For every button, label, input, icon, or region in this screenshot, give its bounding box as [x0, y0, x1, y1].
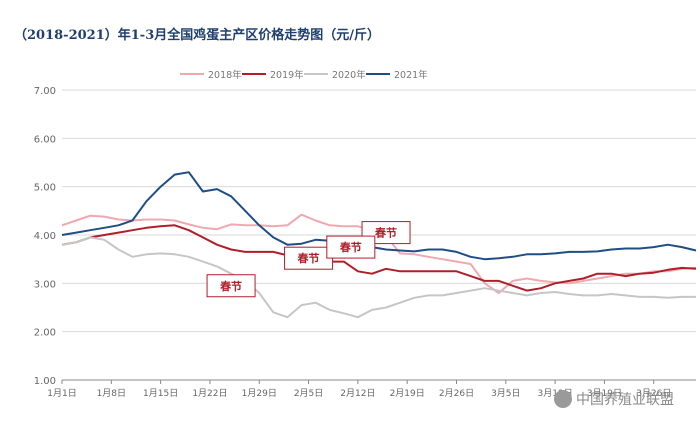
x-tick-label: 1月8日: [97, 388, 126, 399]
x-tick-label: 2月12日: [340, 388, 375, 399]
legend: 2018年 2019年 2020年 2021年: [180, 69, 428, 81]
legend-label: 2018年: [208, 69, 242, 81]
legend-label: 2020年: [332, 69, 366, 81]
annotation-box: [326, 235, 376, 259]
legend-label: 2019年: [270, 69, 304, 81]
x-tick-label: 2月19日: [390, 388, 425, 399]
y-tick-labels: 1.00 2.00 3.00 4.00 5.00 6.00 7.00: [34, 86, 56, 387]
series-line-2021年: [61, 171, 697, 261]
x-tick-label: 1月22日: [192, 388, 227, 399]
x-tick-label: 1月1日: [47, 388, 76, 399]
y-tick-label: 1.00: [34, 376, 56, 387]
annotation-label: 春节: [220, 279, 242, 293]
y-tick-label: 4.00: [34, 231, 56, 242]
x-tick-label: 1月15日: [143, 388, 178, 399]
legend-label: 2021年: [394, 69, 428, 81]
wechat-icon: [554, 390, 572, 408]
y-tick-label: 2.00: [34, 328, 56, 339]
y-tick-label: 3.00: [34, 279, 56, 290]
series-line-2019年: [61, 224, 697, 292]
series-lines: [61, 171, 697, 319]
watermark-text: 中国养殖业联盟: [576, 392, 674, 408]
y-tick-label: 6.00: [34, 134, 56, 145]
x-tick-label: 3月5日: [491, 388, 520, 399]
annotation-label: 春节: [375, 226, 397, 240]
annotation-label: 春节: [340, 240, 362, 254]
x-tick-label: 2月26日: [439, 388, 474, 399]
annotation-label: 春节: [298, 251, 320, 265]
series-line-2020年: [61, 236, 696, 319]
x-tick-label: 3月26日: [636, 388, 671, 399]
y-tick-label: 5.00: [34, 183, 56, 194]
annotation-box: [206, 274, 256, 298]
x-tick-label: 2月5日: [294, 388, 323, 399]
x-tick-label: 3月19日: [587, 388, 622, 399]
chart-title: （2018-2021）年1-3月全国鸡蛋主产区价格走势图（元/斤）: [14, 28, 380, 43]
x-tick-label: 1月29日: [242, 388, 277, 399]
watermark: 中国养殖业联盟: [554, 389, 674, 409]
y-tick-label: 7.00: [34, 86, 56, 97]
